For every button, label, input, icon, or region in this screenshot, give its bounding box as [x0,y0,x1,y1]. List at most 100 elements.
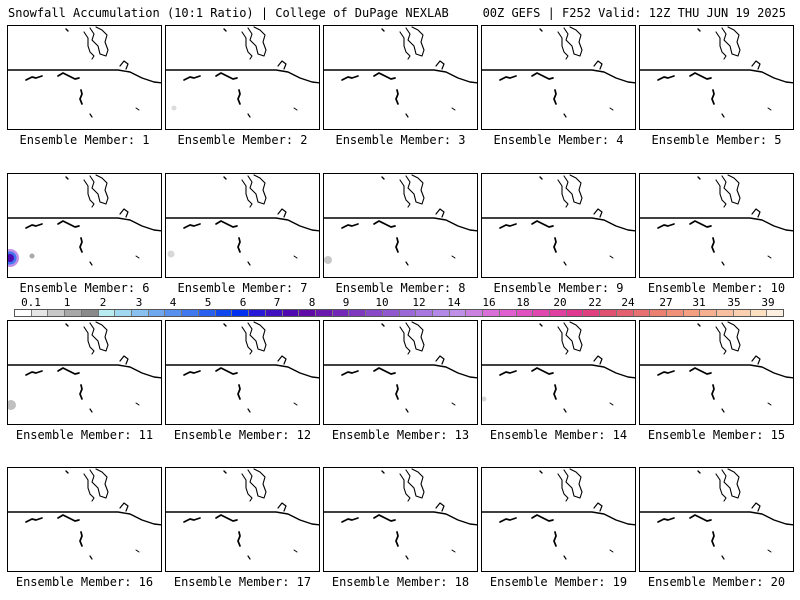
coastline [65,323,69,327]
coastline [135,402,140,406]
colorbar-swatch [650,310,668,316]
coastline [381,323,385,327]
colorbar-swatch [633,310,651,316]
coastline [751,60,761,70]
colorbar-tick-label: 20 [553,296,567,309]
coastline [247,174,267,205]
ensemble-map-panel [165,25,320,130]
colorbar-swatch [165,310,183,316]
coastline [223,176,227,180]
coastline [640,69,793,84]
ensemble-member-label: Ensemble Member: 1 [19,133,150,147]
snowfall-shading [171,105,177,111]
coastline [751,208,761,218]
coastline [539,323,543,327]
ensemble-map-panel [639,25,794,130]
coastline [399,473,411,502]
coastline [247,555,251,560]
coastline [405,113,409,118]
map-outline [640,26,793,118]
ensemble-map-panel [165,467,320,572]
ensemble-map-panel [323,173,478,278]
coastline [166,364,319,379]
coastline [657,370,675,376]
ensemble-map-panel [639,467,794,572]
colorbar-swatch [232,310,250,316]
map-outline [640,468,793,560]
coastline [373,220,396,228]
colorbar-swatch [98,310,116,316]
coastline [593,502,603,512]
coastline [83,179,95,208]
coastline [215,367,238,375]
coastline [539,28,543,32]
coastline [373,514,396,522]
map-outline [482,468,635,560]
coastline [399,31,411,60]
ensemble-map-panel [323,467,478,572]
ensemble-member-label: Ensemble Member: 5 [651,133,782,147]
coastline [405,321,425,352]
colorbar-tick-label: 7 [273,296,281,309]
coastline [531,72,554,80]
colorbar-tick-label: 27 [659,296,673,309]
coastline [79,237,83,253]
coastline [657,223,675,229]
coastline [241,326,253,355]
map-outline [324,26,477,118]
coastline [83,326,95,355]
coastline [324,364,477,379]
coastline [57,220,80,228]
coastline [215,220,238,228]
coastline [183,517,201,523]
coastline [531,514,554,522]
coastline [557,179,569,208]
colorbar-swatch [399,310,417,316]
snowfall-shading [8,254,14,262]
coastline [657,75,675,81]
colorbar-swatch [81,310,99,316]
colorbar-swatch [332,310,350,316]
coastline [215,514,238,522]
coastline [8,217,161,232]
coastline [381,470,385,474]
colorbar-tick-label: 8 [308,296,316,309]
coastline [482,511,635,526]
colorbar-swatch [31,310,49,316]
colorbar-swatch [717,310,734,316]
ensemble-map-panel [481,25,636,130]
colorbar-swatch [733,310,751,316]
colorbar-swatch [249,310,266,316]
coastline [223,323,227,327]
colorbar-tick-label: 14 [447,296,461,309]
colorbar-swatch [132,310,149,316]
colorbar-tick-label: 39 [761,296,775,309]
coastline [135,107,140,111]
coastline [721,113,725,118]
colorbar-tick-label: 16 [482,296,496,309]
colorbar-swatch [449,310,467,316]
colorbar-tick-label: 6 [239,296,247,309]
ensemble-map-panel [165,173,320,278]
colorbar-tick-label: 24 [621,296,635,309]
coastline [89,26,109,57]
coastline [405,408,409,413]
coastline [277,502,287,512]
coastline [697,470,701,474]
ensemble-map-panel [323,320,478,425]
coastline [83,473,95,502]
coastline [324,217,477,232]
coastline [751,355,761,365]
ensemble-member-label: Ensemble Member: 19 [489,575,628,589]
coastline [767,255,772,259]
ensemble-member-label: Ensemble Member: 12 [173,428,312,442]
coastline [609,549,614,553]
colorbar-tick-label: 2 [99,296,107,309]
coastline [405,261,409,266]
ensemble-map-panel [7,25,162,130]
coastline [241,31,253,60]
coastline [395,237,399,253]
coastline [721,408,725,413]
map-title: Snowfall Accumulation (10:1 Ratio) | Col… [8,6,449,20]
coastline [65,176,69,180]
